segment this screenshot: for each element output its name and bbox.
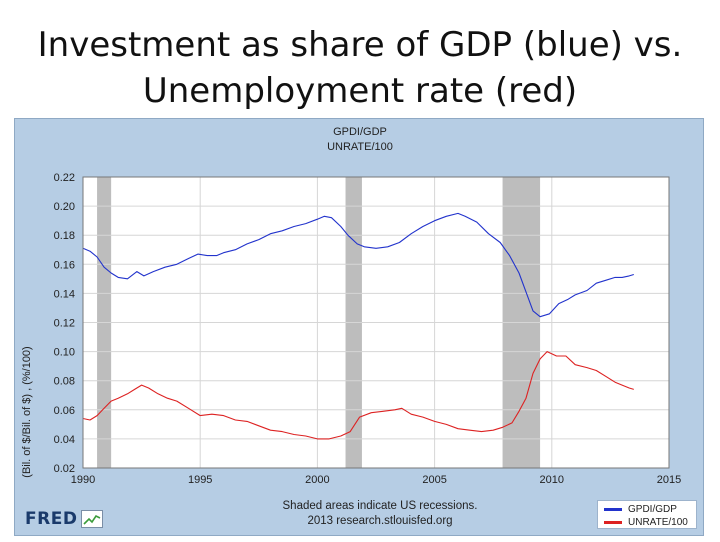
y-tick-label: 0.18 bbox=[54, 230, 75, 242]
series-line-gpdi-gdp bbox=[82, 212, 634, 318]
y-tick-label: 0.22 bbox=[54, 172, 75, 184]
y-tick-label: 0.12 bbox=[54, 318, 75, 330]
series-line-unrate bbox=[82, 351, 634, 440]
x-tick-label: 2015 bbox=[657, 474, 681, 486]
chart-legend: GPDI/GDP UNRATE/100 bbox=[597, 500, 697, 529]
chart-series-header-2: UNRATE/100 bbox=[327, 141, 393, 153]
plot-border bbox=[82, 176, 670, 469]
recession-note: Shaded areas indicate US recessions. 201… bbox=[235, 499, 525, 529]
x-tick-label: 1990 bbox=[71, 474, 95, 486]
y-tick-label: 0.04 bbox=[54, 434, 75, 446]
fred-logo-text: FRED bbox=[25, 509, 78, 529]
y-tick-label: 0.16 bbox=[54, 259, 75, 271]
recession-note-line-1: Shaded areas indicate US recessions. bbox=[282, 500, 478, 512]
legend-swatch-unrate bbox=[604, 520, 622, 524]
legend-item-gpdi: GPDI/GDP bbox=[604, 503, 677, 515]
y-tick-label: 0.08 bbox=[54, 376, 75, 388]
fred-logo: FRED bbox=[25, 508, 117, 530]
y-tick-label: 0.02 bbox=[54, 463, 75, 475]
legend-label-unrate: UNRATE/100 bbox=[628, 516, 688, 528]
legend-swatch-gpdi bbox=[604, 507, 622, 511]
fred-logo-chart-icon bbox=[81, 510, 104, 528]
source-note: 2013 research.stlouisfed.org bbox=[307, 515, 453, 527]
chart-series-header-1: GPDI/GDP bbox=[333, 126, 387, 138]
chart-frame: GPDI/GDP UNRATE/100 (Bil. of $/Bil. of $… bbox=[14, 118, 704, 536]
y-tick-label: 0.06 bbox=[54, 405, 75, 417]
x-tick-label: 2010 bbox=[540, 474, 564, 486]
chart-plot: 0.02 0.04 0.06 0.08 0.10 0.12 0.14 0.16 0.18 0.20… bbox=[54, 172, 682, 486]
legend-item-unrate: UNRATE/100 bbox=[604, 516, 688, 528]
chart-series-header: GPDI/GDP UNRATE/100 bbox=[15, 125, 705, 155]
slide-title-line-2: Unemployment rate (red) bbox=[142, 71, 578, 111]
y-tick-label: 0.14 bbox=[54, 288, 75, 300]
slide-title-line-1: Investment as share of GDP (blue) vs. bbox=[37, 25, 683, 65]
x-tick-label: 1995 bbox=[188, 474, 212, 486]
legend-label-gpdi: GPDI/GDP bbox=[628, 503, 677, 515]
slide-title: Investment as share of GDP (blue) vs. Un… bbox=[0, 22, 720, 114]
y-tick-label: 0.20 bbox=[54, 201, 75, 213]
x-tick-label: 2005 bbox=[422, 474, 446, 486]
x-tick-label: 2000 bbox=[305, 474, 329, 486]
y-tick-label: 0.10 bbox=[54, 347, 75, 359]
